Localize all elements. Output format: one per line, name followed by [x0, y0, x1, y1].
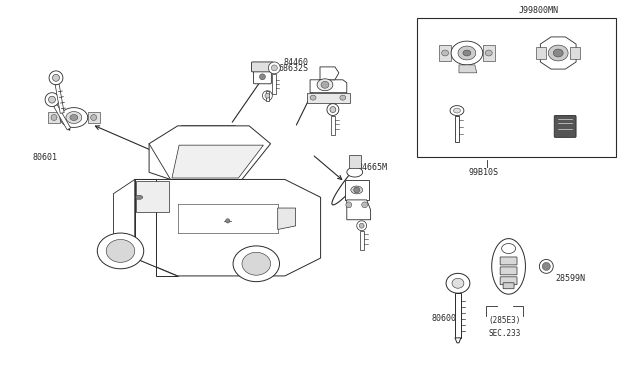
Text: J99800MN: J99800MN: [518, 6, 558, 15]
Polygon shape: [70, 115, 78, 121]
FancyBboxPatch shape: [500, 257, 517, 265]
Polygon shape: [346, 202, 352, 208]
Polygon shape: [60, 108, 88, 128]
Text: (285E3): (285E3): [488, 316, 521, 325]
Polygon shape: [362, 202, 367, 208]
Polygon shape: [451, 41, 483, 65]
Polygon shape: [136, 195, 143, 199]
Polygon shape: [327, 104, 339, 116]
Polygon shape: [268, 62, 280, 74]
Polygon shape: [455, 293, 461, 338]
Ellipse shape: [242, 252, 271, 275]
Polygon shape: [570, 47, 580, 59]
Text: x2: x2: [467, 109, 476, 118]
Polygon shape: [439, 45, 451, 61]
Polygon shape: [278, 208, 296, 230]
Polygon shape: [502, 244, 516, 253]
Polygon shape: [135, 179, 321, 276]
Polygon shape: [149, 126, 271, 179]
Bar: [417, 18, 616, 157]
Polygon shape: [359, 223, 364, 228]
Polygon shape: [360, 231, 364, 250]
Polygon shape: [536, 47, 547, 59]
Polygon shape: [310, 80, 347, 93]
Text: 68632S: 68632S: [278, 64, 308, 73]
Polygon shape: [450, 106, 464, 116]
FancyBboxPatch shape: [253, 70, 271, 84]
Polygon shape: [54, 105, 70, 130]
Polygon shape: [321, 81, 329, 88]
Polygon shape: [51, 115, 57, 121]
Polygon shape: [271, 65, 277, 71]
Polygon shape: [542, 262, 550, 270]
FancyBboxPatch shape: [500, 277, 517, 285]
Text: 28599N: 28599N: [556, 274, 585, 283]
Polygon shape: [262, 91, 273, 100]
Polygon shape: [259, 74, 266, 80]
FancyBboxPatch shape: [554, 116, 576, 137]
Polygon shape: [553, 49, 563, 57]
Polygon shape: [225, 219, 230, 223]
Polygon shape: [265, 93, 270, 98]
Polygon shape: [49, 71, 63, 85]
Ellipse shape: [233, 246, 280, 282]
Polygon shape: [345, 180, 369, 200]
Polygon shape: [135, 179, 178, 276]
Polygon shape: [307, 93, 350, 103]
Polygon shape: [330, 107, 336, 113]
Polygon shape: [349, 155, 361, 168]
Polygon shape: [540, 259, 553, 273]
Polygon shape: [442, 50, 449, 56]
Polygon shape: [317, 79, 333, 91]
Polygon shape: [347, 200, 371, 220]
Ellipse shape: [106, 240, 135, 262]
Polygon shape: [351, 186, 363, 194]
Polygon shape: [455, 116, 459, 142]
Polygon shape: [459, 65, 477, 73]
Polygon shape: [354, 187, 360, 193]
Polygon shape: [455, 338, 461, 343]
Polygon shape: [136, 181, 169, 212]
Polygon shape: [463, 50, 471, 56]
Text: SEC.233: SEC.233: [488, 329, 521, 338]
Polygon shape: [52, 74, 60, 81]
Polygon shape: [454, 108, 460, 113]
Polygon shape: [452, 278, 464, 288]
Polygon shape: [66, 112, 82, 124]
Polygon shape: [266, 91, 269, 101]
Polygon shape: [48, 112, 60, 124]
Text: 84460: 84460: [284, 58, 308, 67]
Text: 99B10S: 99B10S: [469, 168, 499, 177]
Polygon shape: [492, 238, 525, 294]
FancyBboxPatch shape: [503, 283, 514, 289]
Polygon shape: [485, 50, 492, 56]
Polygon shape: [548, 45, 568, 61]
Text: 84665M: 84665M: [358, 163, 388, 172]
Text: 80600N: 80600N: [431, 314, 461, 323]
Polygon shape: [273, 74, 276, 94]
Polygon shape: [446, 273, 470, 293]
FancyBboxPatch shape: [500, 267, 517, 275]
Polygon shape: [331, 116, 335, 135]
Polygon shape: [310, 95, 316, 100]
Polygon shape: [320, 67, 339, 80]
Polygon shape: [458, 46, 476, 60]
FancyBboxPatch shape: [252, 62, 273, 72]
Polygon shape: [356, 221, 367, 231]
Polygon shape: [172, 145, 264, 178]
Polygon shape: [88, 112, 100, 124]
Polygon shape: [340, 95, 346, 100]
Ellipse shape: [97, 233, 144, 269]
Polygon shape: [45, 93, 59, 107]
Polygon shape: [540, 37, 576, 69]
Polygon shape: [55, 84, 64, 113]
Polygon shape: [483, 45, 495, 61]
Text: 80601: 80601: [32, 153, 57, 162]
Polygon shape: [49, 96, 56, 103]
Polygon shape: [347, 167, 363, 177]
Polygon shape: [91, 115, 97, 121]
